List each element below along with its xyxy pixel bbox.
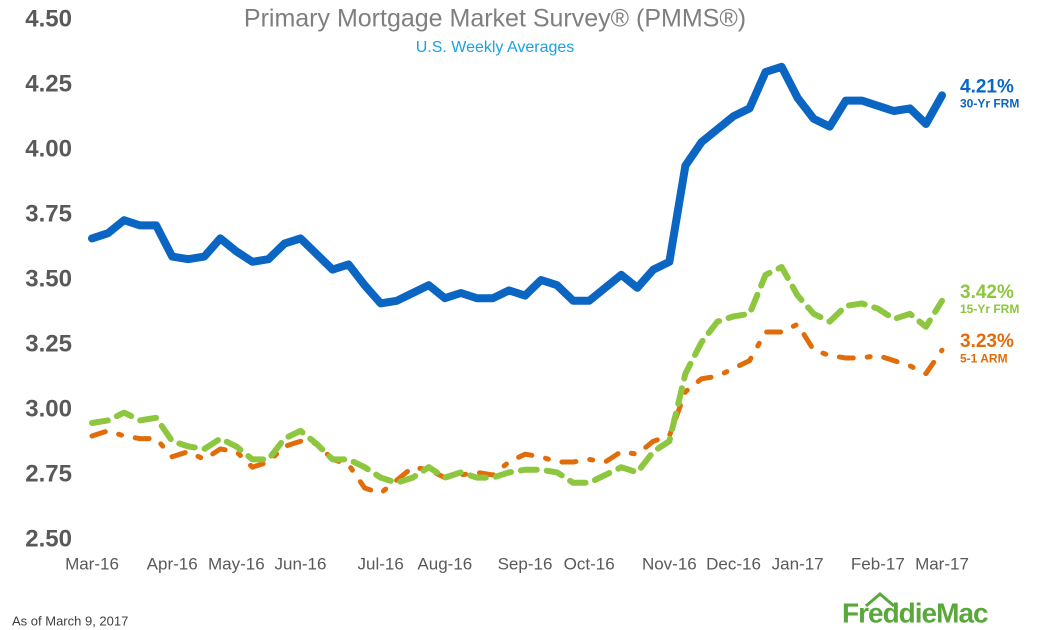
y-tick-label: 2.50 <box>25 525 72 552</box>
x-tick-label: Apr-16 <box>147 554 198 573</box>
legend-label: 5-1 ARM <box>960 351 1008 365</box>
x-tick-label: Jan-17 <box>772 554 824 573</box>
y-tick-label: 3.50 <box>25 265 72 292</box>
x-tick-label: Nov-16 <box>642 554 697 573</box>
x-tick-label: Oct-16 <box>564 554 615 573</box>
x-tick-label: Mar-17 <box>915 554 969 573</box>
legend-label: 15-Yr FRM <box>960 302 1019 316</box>
data-label: 4.21% <box>960 76 1014 97</box>
y-tick-label: 4.25 <box>25 70 72 97</box>
y-tick-label: 3.75 <box>25 200 72 227</box>
y-tick-label: 3.25 <box>25 330 72 357</box>
x-tick-label: Dec-16 <box>706 554 761 573</box>
y-tick-label: 4.00 <box>25 135 72 162</box>
chart-subtitle: U.S. Weekly Averages <box>416 39 575 56</box>
x-tick-label: Jun-16 <box>274 554 326 573</box>
y-tick-label: 4.50 <box>25 5 72 32</box>
chart-title: Primary Mortgage Market Survey® (PMMS®) <box>244 5 746 33</box>
x-tick-label: Feb-17 <box>851 554 905 573</box>
data-label: 3.23% <box>960 331 1014 352</box>
logo-roof <box>865 592 895 608</box>
logo: FreddieMac <box>842 597 988 628</box>
series-line <box>89 264 945 486</box>
legend-label: 30-Yr FRM <box>960 97 1019 111</box>
x-tick-label: Mar-16 <box>65 554 119 573</box>
y-tick-label: 3.00 <box>25 395 72 422</box>
x-tick-label: Aug-16 <box>417 554 472 573</box>
series-line <box>88 62 946 308</box>
x-tick-label: May-16 <box>208 554 265 573</box>
y-tick-label: 2.75 <box>25 460 72 487</box>
data-label: 3.42% <box>960 282 1014 303</box>
footnote: As of March 9, 2017 <box>12 613 128 628</box>
series-line <box>89 321 945 496</box>
x-tick-label: Jul-16 <box>358 554 404 573</box>
x-tick-label: Sep-16 <box>498 554 553 573</box>
